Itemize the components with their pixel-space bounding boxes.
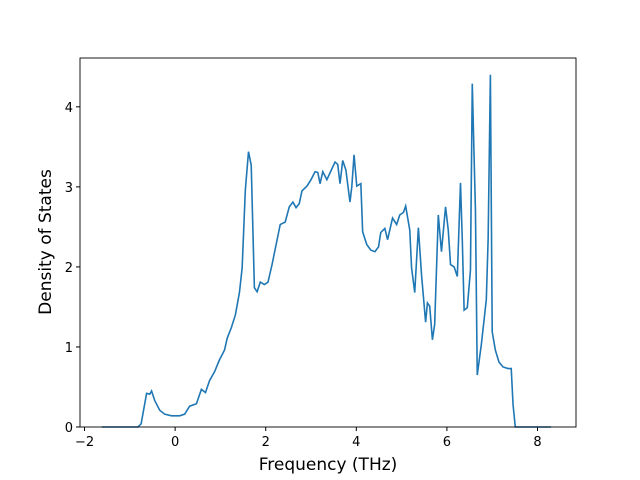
x-tick-label: 0 xyxy=(171,435,179,450)
y-tick-label: 3 xyxy=(65,181,73,196)
x-tick-label: 8 xyxy=(533,435,541,450)
y-tick-label: 4 xyxy=(65,101,73,116)
y-axis-label: Density of States xyxy=(36,169,56,315)
x-tick-label: 6 xyxy=(443,435,451,450)
axes-frame xyxy=(79,57,577,428)
x-tick-label: 2 xyxy=(262,435,270,450)
x-axis-label: Frequency (THz) xyxy=(259,455,398,475)
data-line xyxy=(101,74,552,428)
x-tick-label: −2 xyxy=(75,435,94,450)
y-tick-label: 2 xyxy=(65,261,73,276)
y-tick-label: 1 xyxy=(65,341,73,356)
x-tick-label: 4 xyxy=(352,435,360,450)
y-tick-label: 0 xyxy=(65,421,73,436)
